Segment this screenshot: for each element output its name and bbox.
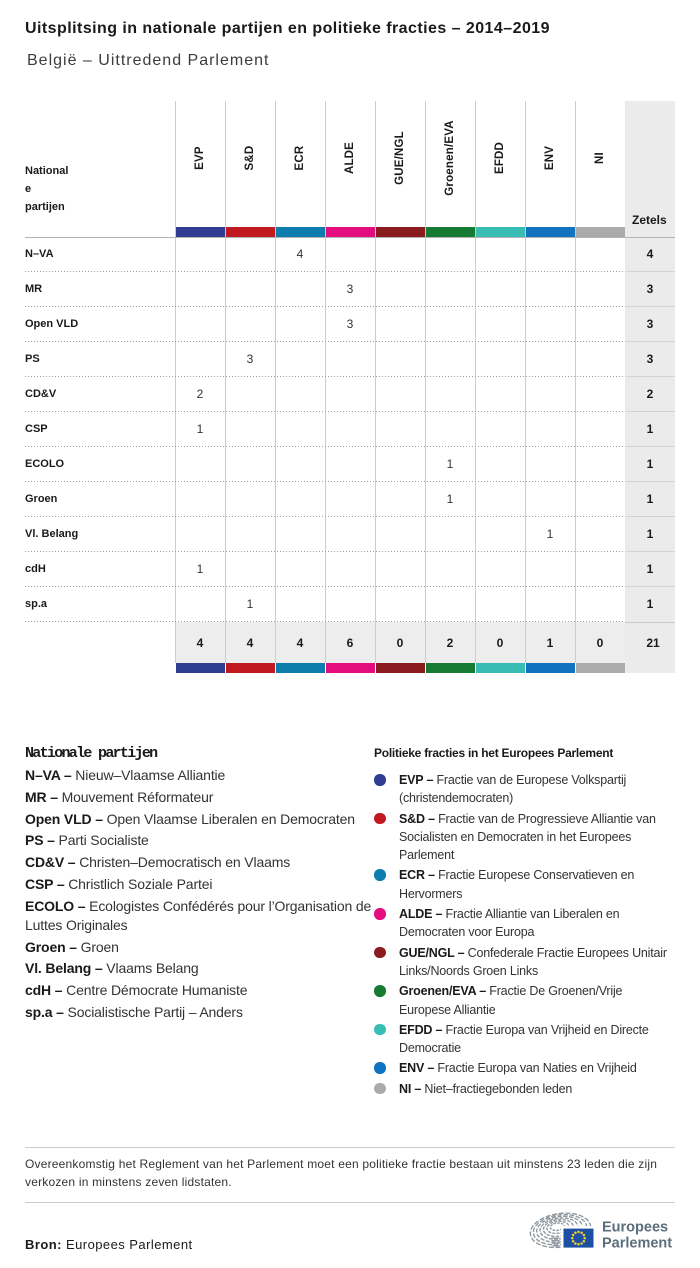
svg-text:Europees: Europees	[602, 1220, 668, 1236]
svg-text:Parlement: Parlement	[602, 1236, 672, 1252]
